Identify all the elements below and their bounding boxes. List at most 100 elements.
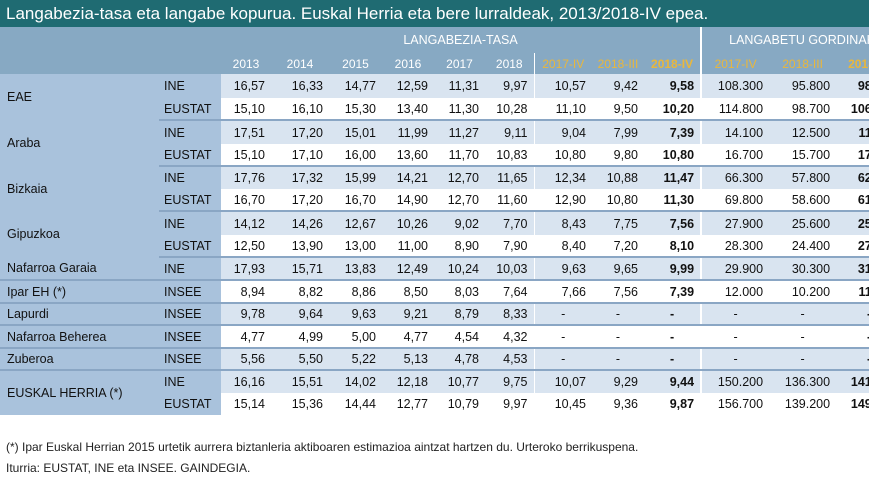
rate-quarter-cell: 9,36 [592,393,644,415]
col-header-year: 2015 [329,53,382,74]
table-row-gipuzkoa-eustat: EUSTAT 12,50 13,90 13,00 11,00 8,90 7,90 8,40 7,… [0,235,869,258]
rate-year-cell: 8,86 [329,280,382,304]
col-header-year: 2013 [221,53,271,74]
rate-year-cell: 12,67 [329,211,382,235]
source-label: INE [159,74,221,98]
rate-year-cell: 5,00 [329,325,382,349]
count-cell: 66.300 [700,166,770,189]
table-body: EAE INE 16,57 16,33 14,77 12,59 11,31 9,97 10,57… [0,74,869,415]
rate-year-cell: 13,83 [329,257,382,281]
rate-quarter-cell: - [644,303,702,326]
rate-quarter-cell: 9,44 [644,370,702,393]
rate-year-cell: 14,21 [382,166,434,189]
source-label: INE [159,166,221,189]
count-cell: 61.400 [836,189,869,212]
rate-quarter-cell: - [644,325,702,349]
rate-year-cell: 12,18 [382,370,434,393]
header-row-periods: 2013 2014 2015 2016 2017 2018 2017-IV 20… [0,53,869,74]
source-label: EUSTAT [159,98,221,121]
sources-note: Iturria: EUSTAT, INE eta INSEE. GAINDEGI… [6,461,251,475]
count-cell: 28.300 [700,235,770,258]
count-cell: 16.700 [700,144,770,167]
rate-year-cell: 16,70 [329,189,382,212]
rate-year-cell: 14,26 [271,211,329,235]
count-cell: 24.400 [769,235,837,258]
rate-year-cell: 9,63 [329,303,382,326]
rate-year-cell: 12,70 [434,166,485,189]
col-header-year: 2014 [271,53,329,74]
rate-year-cell: 17,51 [221,120,271,144]
count-cell: 156.700 [700,393,770,415]
rate-year-cell: 8,33 [485,303,534,326]
count-cell: 95.800 [769,74,837,98]
source-label: EUSTAT [159,189,221,212]
source-label: INE [159,211,221,235]
source-label: INSEE [159,303,221,326]
rate-year-cell: 11,30 [434,98,485,121]
rate-quarter-cell: 7,39 [644,120,702,144]
page-title: Langabezia-tasa eta langabe kopurua. Eus… [0,0,869,27]
rate-year-cell: 13,40 [382,98,434,121]
rate-year-cell: 4,53 [485,348,534,371]
rate-quarter-cell: 11,47 [644,166,702,189]
source-label: INE [159,370,221,393]
table-row-lapurdi-insee: Lapurdi INSEE 9,78 9,64 9,63 9,21 8,79 8,33- - - -… [0,303,869,326]
rate-year-cell: 13,00 [329,235,382,258]
count-cell: - [836,303,869,326]
rate-year-cell: 12,77 [382,393,434,415]
rate-year-cell: 15,10 [221,144,271,167]
source-label: EUSTAT [159,235,221,258]
count-cell: - [700,303,770,326]
source-label: INSEE [159,280,221,304]
count-cell: 27.900 [700,211,770,235]
rate-year-cell: 11,65 [485,166,534,189]
table-row-eae-ine: EAE INE 16,57 16,33 14,77 12,59 11,31 9,97 10,57… [0,74,869,120]
rate-year-cell: 16,57 [221,74,271,98]
col-header-year: 2018 [485,53,534,74]
rate-year-cell: 10,83 [485,144,534,167]
table-row-araba-eustat: EUSTAT 15,10 17,10 16,00 13,60 11,70 10,83 10,8… [0,144,869,167]
group-title-rate: LANGABEZIA-TASA [221,27,702,53]
count-cell: 12.000 [700,280,770,304]
table-row-nafarroa-beherea-insee: Nafarroa Beherea INSEE 4,77 4,99 5,00 4,77 4,5… [0,325,869,349]
rate-year-cell: 15,14 [221,393,271,415]
rate-quarter-cell: - [592,325,644,349]
rate-quarter-cell: 10,80 [592,189,644,212]
region-label: EUSKAL HERRIA (*) [0,370,159,415]
rate-quarter-cell: 8,40 [533,235,592,258]
rate-year-cell: 9,97 [485,74,534,98]
rate-quarter-cell: 11,10 [533,98,592,121]
count-cell: 139.200 [769,393,837,415]
rate-quarter-cell: 10,80 [644,144,702,167]
rate-year-cell: 4,77 [382,325,434,349]
table-row-araba-ine: Araba INE 17,51 17,20 15,01 11,99 11,27 9,11 9,0… [0,120,869,166]
count-cell: - [700,325,770,349]
group-title-count: LANGABETU GORDINAK [700,27,869,53]
count-cell: 114.800 [700,98,770,121]
rate-year-cell: 7,70 [485,211,534,235]
header-corner-2 [0,53,221,74]
rate-year-cell: 9,97 [485,393,534,415]
rate-year-cell: 8,82 [271,280,329,304]
rate-quarter-cell: 8,43 [533,211,592,235]
rate-year-cell: 15,01 [329,120,382,144]
count-cell: 14.100 [700,120,770,144]
col-header-quarter: 2018-III [592,53,644,74]
rate-quarter-cell: 7,39 [644,280,702,304]
rate-quarter-cell: - [592,303,644,326]
source-label: EUSTAT [159,393,221,415]
rate-quarter-cell: 9,63 [533,257,592,281]
rate-quarter-cell: 7,56 [592,280,644,304]
count-cell: - [769,325,837,349]
table-row-nafarroa-garaia-ine: Nafarroa Garaia INE 17,93 15,71 13,83 12,49 10… [0,257,869,281]
rate-quarter-cell: 9,04 [533,120,592,144]
source-label: INE [159,120,221,144]
rate-year-cell: 8,50 [382,280,434,304]
count-cell: 29.900 [700,257,770,281]
rate-quarter-cell: 7,75 [592,211,644,235]
header-row-groups: LANGABEZIA-TASA LANGABETU GORDINAK [0,27,869,53]
col-header-count-quarter: 2017-IV [700,53,770,74]
table-row-eae-eustat: EUSTAT 15,10 16,10 15,30 13,40 11,30 10,28 11,1… [0,98,869,121]
count-cell: 62.000 [836,166,869,189]
rate-year-cell: 17,20 [271,189,329,212]
